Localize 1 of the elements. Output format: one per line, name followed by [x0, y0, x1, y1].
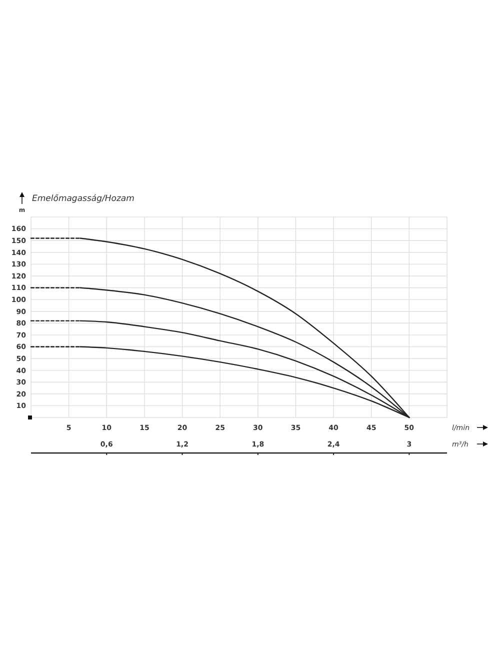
chart-title: Emelőmagasság/Hozam	[32, 194, 134, 204]
